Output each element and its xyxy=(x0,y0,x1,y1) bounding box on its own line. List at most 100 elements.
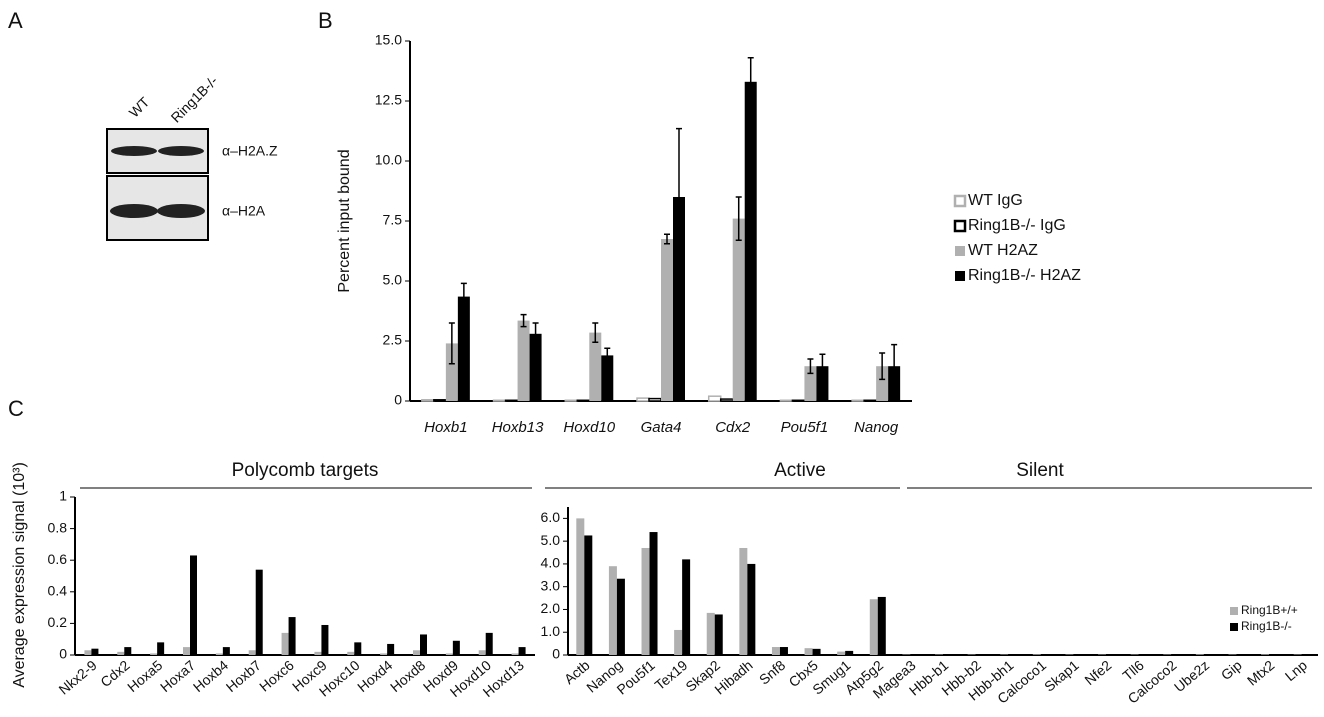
x-tick-label: Hoxc6 xyxy=(256,657,297,695)
bar xyxy=(709,396,721,401)
bar xyxy=(813,649,821,655)
x-tick-label: Ube2z xyxy=(1171,657,1212,695)
x-tick-label: Tex19 xyxy=(652,657,691,693)
y-tick-label: 5.0 xyxy=(383,272,403,288)
bar xyxy=(1196,654,1204,655)
y-tick-label: 3.0 xyxy=(541,577,561,593)
legend-swatch xyxy=(955,271,965,281)
band xyxy=(110,204,158,218)
figure: A WT Ring1B-/- α–H2A.Z α–H2A Polycomb ta… xyxy=(0,0,1324,712)
x-tick-label: Skap1 xyxy=(1041,657,1082,695)
bar xyxy=(506,400,518,401)
bar xyxy=(190,555,197,655)
bar xyxy=(609,566,617,655)
bar xyxy=(650,532,658,655)
lane-label: WT xyxy=(126,93,153,120)
y-tick-label: 1.0 xyxy=(541,623,561,639)
bar xyxy=(453,641,460,655)
bar xyxy=(845,651,853,655)
y-tick-label: 2.5 xyxy=(383,332,403,348)
bar xyxy=(1139,654,1147,655)
y-tick-label: 4.0 xyxy=(541,555,561,571)
x-tick-label: Hoxd8 xyxy=(387,657,428,695)
bar xyxy=(282,633,289,655)
x-tick-label: Snf8 xyxy=(756,657,789,688)
bar xyxy=(446,653,453,655)
bar xyxy=(805,648,813,655)
bar xyxy=(413,650,420,655)
bar xyxy=(434,400,446,401)
y-tick-label: 5.0 xyxy=(541,532,561,548)
bar xyxy=(321,625,328,655)
bar xyxy=(1041,654,1049,655)
x-tick-label: Nfe2 xyxy=(1081,657,1114,688)
bar xyxy=(518,321,530,401)
bar xyxy=(910,654,918,655)
bar xyxy=(780,647,788,655)
y-tick-label: 0.8 xyxy=(48,519,68,535)
bar xyxy=(1261,654,1269,655)
panel-label: C xyxy=(8,396,24,421)
bar xyxy=(157,642,164,655)
legend-swatch xyxy=(955,246,965,256)
bar xyxy=(674,630,682,655)
y-tick-label: 0.6 xyxy=(48,551,68,567)
bar xyxy=(1236,654,1244,655)
bar xyxy=(420,634,427,655)
bar xyxy=(747,564,755,655)
bar xyxy=(84,650,91,655)
bar xyxy=(733,219,745,401)
legend-label: Ring1B-/- xyxy=(1241,619,1292,633)
bar xyxy=(1106,654,1114,655)
bar xyxy=(289,617,296,655)
bar xyxy=(519,647,526,655)
group-header: Polycomb targets xyxy=(232,460,379,481)
x-tick-label: Lnp xyxy=(1282,657,1310,684)
bar xyxy=(150,653,157,655)
lane-label: Ring1B-/- xyxy=(168,72,221,125)
bar xyxy=(577,400,589,401)
group-header: Silent xyxy=(1016,460,1064,481)
y-axis-label: Percent input bound xyxy=(336,149,353,292)
x-tick-label: Hibadh xyxy=(711,657,755,698)
bar xyxy=(1008,654,1016,655)
bar xyxy=(354,642,361,655)
bar xyxy=(387,644,394,655)
x-tick-label: Nkx2-9 xyxy=(55,657,99,698)
bar xyxy=(649,399,661,401)
x-tick-label: Pou5f1 xyxy=(781,419,829,436)
legend-swatch xyxy=(955,196,965,206)
bar xyxy=(943,654,951,655)
bar xyxy=(864,400,876,401)
bar xyxy=(494,400,506,401)
bar xyxy=(1033,654,1041,655)
panel-label: B xyxy=(318,8,333,33)
x-tick-label: Gip xyxy=(1218,657,1245,683)
bar xyxy=(661,239,673,401)
y-tick-label: 1 xyxy=(59,488,67,504)
bar xyxy=(682,559,690,655)
legend-label: WT H2AZ xyxy=(968,242,1038,259)
bar xyxy=(124,647,131,655)
x-tick-label: Hoxb4 xyxy=(190,657,231,695)
bar xyxy=(837,652,845,655)
blot-label: α–H2A xyxy=(222,203,266,219)
panel-label: A xyxy=(8,8,23,33)
blot-label: α–H2A.Z xyxy=(222,143,278,159)
x-tick-label: Pou5f1 xyxy=(614,657,658,698)
bar xyxy=(1269,654,1277,655)
y-tick-label: 10.0 xyxy=(375,152,402,168)
bar xyxy=(249,650,256,655)
bar xyxy=(512,653,519,655)
bar xyxy=(486,633,493,655)
y-axis-label: Average expression signal (10³) xyxy=(11,462,28,688)
bar xyxy=(117,652,124,655)
bar xyxy=(1171,654,1179,655)
bar xyxy=(1204,654,1212,655)
x-tick-label: Hoxa7 xyxy=(157,657,198,695)
bar xyxy=(216,653,223,655)
y-tick-label: 15.0 xyxy=(375,32,402,48)
bar xyxy=(745,82,757,401)
bar xyxy=(642,548,650,655)
bar xyxy=(584,535,592,655)
